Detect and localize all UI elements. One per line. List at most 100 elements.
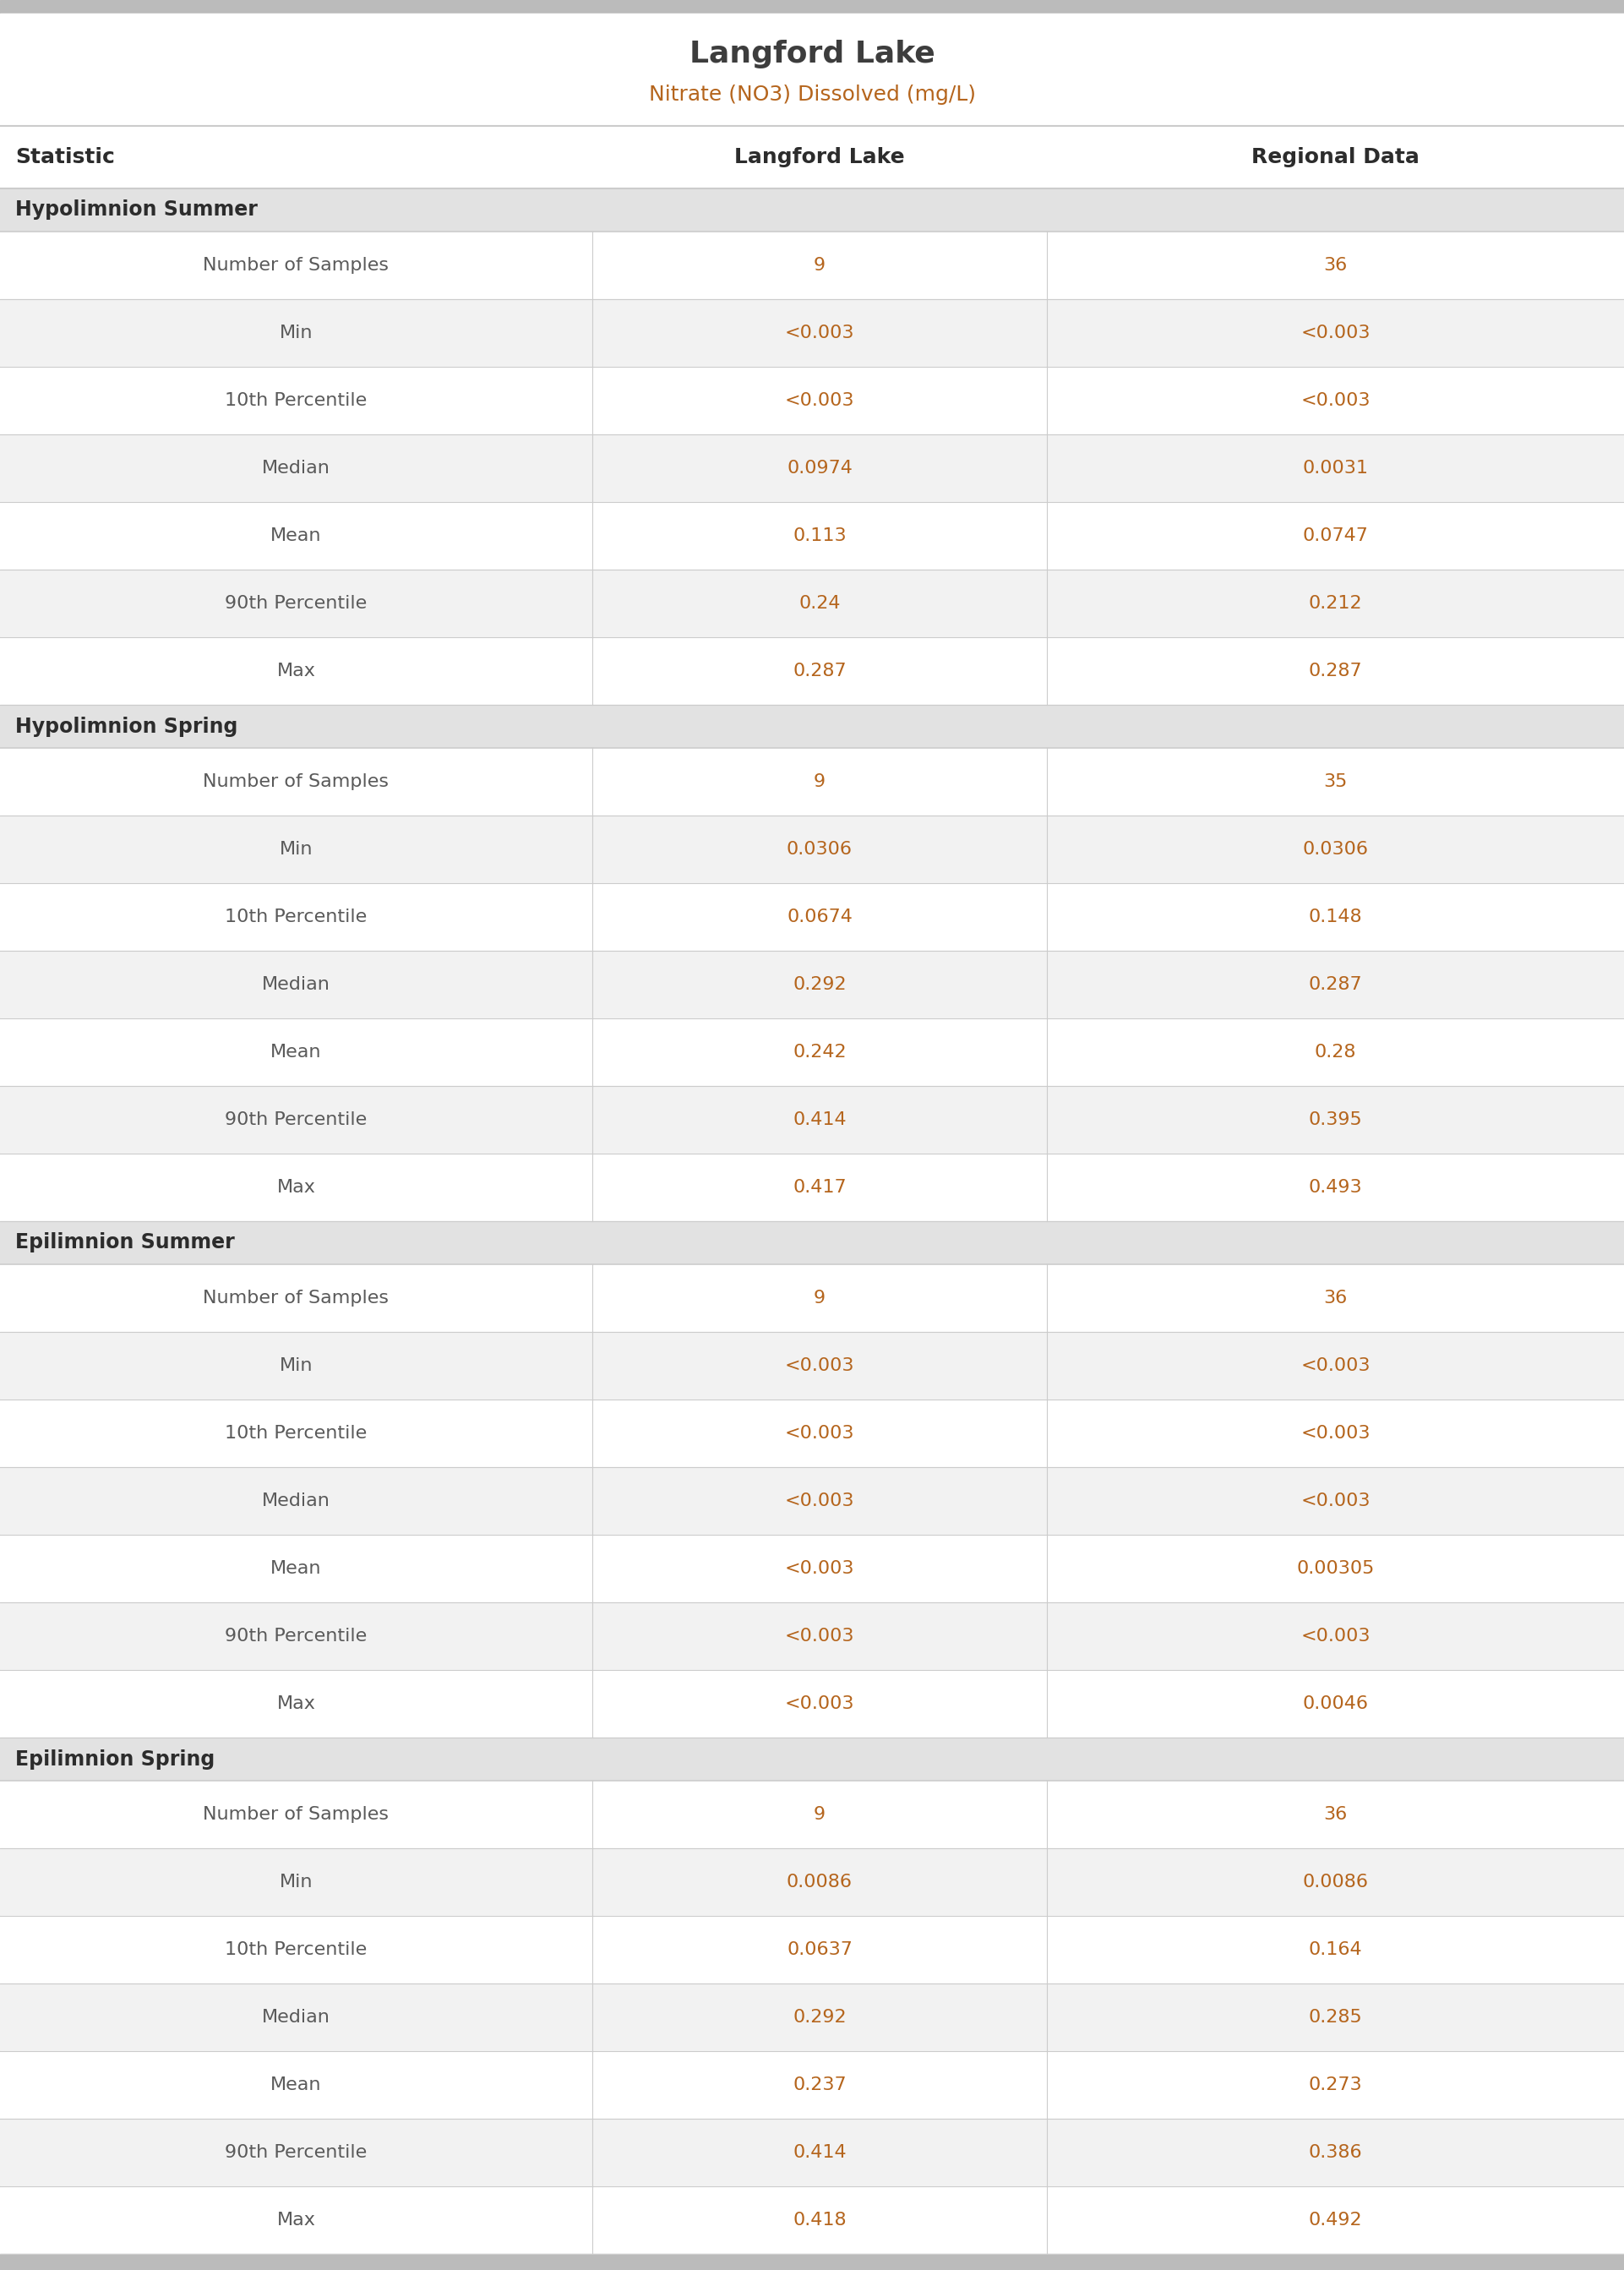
Text: 0.242: 0.242 xyxy=(793,1044,846,1060)
Text: 0.386: 0.386 xyxy=(1309,2145,1363,2161)
Bar xyxy=(0,1221,1624,1264)
Text: 90th Percentile: 90th Percentile xyxy=(226,1628,367,1643)
Bar xyxy=(0,2186,1624,2254)
Text: Max: Max xyxy=(276,2211,315,2229)
Text: Min: Min xyxy=(279,840,313,858)
Text: Epilimnion Spring: Epilimnion Spring xyxy=(15,1748,214,1768)
Text: 0.0974: 0.0974 xyxy=(786,461,853,477)
Text: Statistic: Statistic xyxy=(15,148,115,168)
Text: 9: 9 xyxy=(814,257,825,275)
Bar xyxy=(0,300,1624,368)
Text: <0.003: <0.003 xyxy=(784,1628,854,1643)
Text: Median: Median xyxy=(261,976,330,992)
Text: Nitrate (NO3) Dissolved (mg/L): Nitrate (NO3) Dissolved (mg/L) xyxy=(648,84,976,104)
Text: 0.0637: 0.0637 xyxy=(786,1941,853,1959)
Text: 0.0306: 0.0306 xyxy=(1302,840,1369,858)
Text: 0.237: 0.237 xyxy=(793,2077,846,2093)
Bar xyxy=(0,368,1624,434)
Bar xyxy=(0,1085,1624,1153)
Text: Number of Samples: Number of Samples xyxy=(203,257,390,275)
Text: <0.003: <0.003 xyxy=(1301,1628,1371,1643)
Text: Min: Min xyxy=(279,325,313,340)
Text: 0.164: 0.164 xyxy=(1309,1941,1363,1959)
Text: <0.003: <0.003 xyxy=(784,1696,854,1712)
Text: Min: Min xyxy=(279,1873,313,1891)
Text: Hypolimnion Spring: Hypolimnion Spring xyxy=(15,717,237,735)
Text: Number of Samples: Number of Samples xyxy=(203,1289,390,1308)
Text: 0.0306: 0.0306 xyxy=(786,840,853,858)
Text: Max: Max xyxy=(276,1178,315,1196)
Text: 0.414: 0.414 xyxy=(793,2145,846,2161)
Text: 90th Percentile: 90th Percentile xyxy=(226,2145,367,2161)
Bar xyxy=(0,704,1624,747)
Text: <0.003: <0.003 xyxy=(1301,393,1371,409)
Bar xyxy=(0,1264,1624,1332)
Text: 0.287: 0.287 xyxy=(1309,663,1363,679)
Text: <0.003: <0.003 xyxy=(1301,325,1371,340)
Text: 0.0031: 0.0031 xyxy=(1302,461,1369,477)
Text: 10th Percentile: 10th Percentile xyxy=(226,908,367,926)
Text: Number of Samples: Number of Samples xyxy=(203,774,390,790)
Text: Mean: Mean xyxy=(271,1044,322,1060)
Bar xyxy=(0,1603,1624,1671)
Text: 0.492: 0.492 xyxy=(1309,2211,1363,2229)
Text: <0.003: <0.003 xyxy=(1301,1426,1371,1441)
Text: 9: 9 xyxy=(814,1807,825,1823)
Text: 0.417: 0.417 xyxy=(793,1178,846,1196)
Bar xyxy=(0,638,1624,704)
Bar xyxy=(0,125,1624,188)
Text: Epilimnion Summer: Epilimnion Summer xyxy=(15,1233,235,1253)
Text: 0.292: 0.292 xyxy=(793,2009,846,2025)
Bar xyxy=(0,1535,1624,1603)
Bar xyxy=(0,1737,1624,1780)
Text: Mean: Mean xyxy=(271,2077,322,2093)
Text: Regional Data: Regional Data xyxy=(1252,148,1419,168)
Bar xyxy=(0,570,1624,638)
Bar xyxy=(0,1019,1624,1085)
Text: 0.273: 0.273 xyxy=(1309,2077,1363,2093)
Text: 0.287: 0.287 xyxy=(1309,976,1363,992)
Text: 0.287: 0.287 xyxy=(793,663,846,679)
Text: 10th Percentile: 10th Percentile xyxy=(226,1941,367,1959)
Bar xyxy=(0,815,1624,883)
Bar xyxy=(0,0,1624,14)
Text: <0.003: <0.003 xyxy=(784,393,854,409)
Text: <0.003: <0.003 xyxy=(784,1357,854,1373)
Text: 0.148: 0.148 xyxy=(1309,908,1363,926)
Text: 0.24: 0.24 xyxy=(799,595,841,613)
Text: Hypolimnion Summer: Hypolimnion Summer xyxy=(15,200,258,220)
Text: 0.0046: 0.0046 xyxy=(1302,1696,1369,1712)
Bar xyxy=(0,951,1624,1019)
Text: 9: 9 xyxy=(814,1289,825,1308)
Text: 0.285: 0.285 xyxy=(1309,2009,1363,2025)
Bar xyxy=(0,1984,1624,2052)
Bar xyxy=(0,232,1624,300)
Text: <0.003: <0.003 xyxy=(1301,1491,1371,1510)
Bar xyxy=(0,883,1624,951)
Bar xyxy=(0,188,1624,232)
Text: 0.493: 0.493 xyxy=(1309,1178,1363,1196)
Text: <0.003: <0.003 xyxy=(784,1426,854,1441)
Bar xyxy=(0,1780,1624,1848)
Bar xyxy=(0,1153,1624,1221)
Bar xyxy=(0,1332,1624,1401)
Bar xyxy=(0,1916,1624,1984)
Text: <0.003: <0.003 xyxy=(784,325,854,340)
Text: 0.0086: 0.0086 xyxy=(1302,1873,1369,1891)
Text: Median: Median xyxy=(261,2009,330,2025)
Text: 36: 36 xyxy=(1324,257,1348,275)
Text: Langford Lake: Langford Lake xyxy=(734,148,905,168)
Bar xyxy=(0,434,1624,502)
Text: 0.0747: 0.0747 xyxy=(1302,527,1369,545)
Bar xyxy=(0,2254,1624,2270)
Text: 0.0674: 0.0674 xyxy=(786,908,853,926)
Text: 0.418: 0.418 xyxy=(793,2211,846,2229)
Text: 0.28: 0.28 xyxy=(1314,1044,1356,1060)
Bar xyxy=(0,2118,1624,2186)
Text: 0.0086: 0.0086 xyxy=(786,1873,853,1891)
Text: Max: Max xyxy=(276,1696,315,1712)
Text: 90th Percentile: 90th Percentile xyxy=(226,1112,367,1128)
Text: 10th Percentile: 10th Percentile xyxy=(226,393,367,409)
Bar xyxy=(0,2052,1624,2118)
Text: 36: 36 xyxy=(1324,1807,1348,1823)
